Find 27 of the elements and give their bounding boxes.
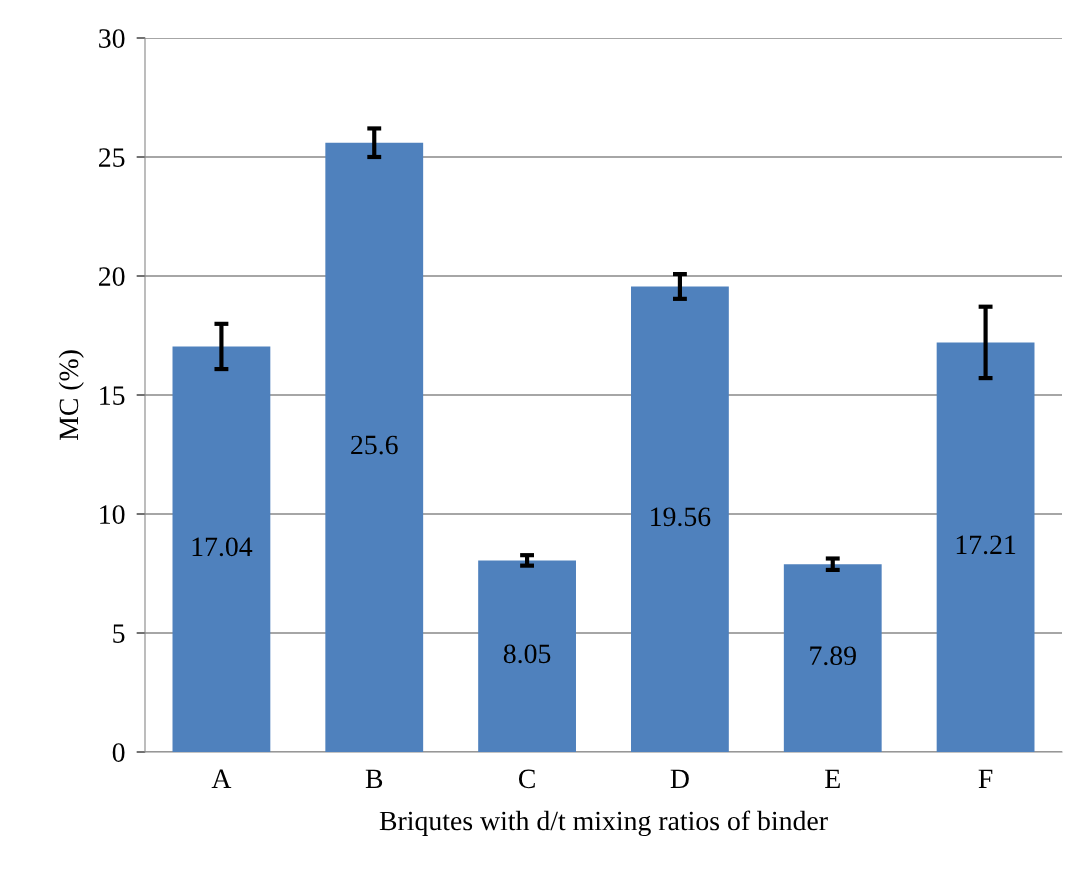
bar bbox=[783, 564, 882, 752]
data-label: 25.6 bbox=[351, 435, 398, 455]
bar bbox=[172, 346, 271, 752]
x-tick-label: D bbox=[670, 769, 689, 788]
y-tick-label: 20 bbox=[99, 267, 125, 286]
data-label: 8.05 bbox=[503, 644, 551, 664]
y-tick-label: 5 bbox=[113, 624, 125, 643]
data-label: 17.04 bbox=[192, 537, 253, 557]
x-tick-label: C bbox=[518, 769, 535, 789]
bar bbox=[478, 560, 576, 752]
y-tick-label: 0 bbox=[112, 743, 125, 762]
bar bbox=[936, 342, 1035, 752]
y-axis-title: MC (%) bbox=[58, 350, 84, 441]
data-label: 19.56 bbox=[651, 507, 711, 527]
x-tick-label: F bbox=[978, 769, 993, 788]
y-tick-label: 30 bbox=[99, 29, 125, 48]
y-tick-label: 10 bbox=[100, 505, 125, 524]
x-tick-label: B bbox=[365, 769, 383, 789]
x-tick-label: A bbox=[211, 769, 232, 788]
y-tick-label: 25 bbox=[99, 148, 125, 167]
data-label: 17.21 bbox=[956, 535, 1016, 555]
data-label: 7.89 bbox=[810, 646, 856, 666]
x-axis-title: Briqutes with d/t mixing ratios of binder bbox=[379, 810, 828, 837]
y-tick-label: 15 bbox=[100, 386, 125, 405]
x-tick-label: E bbox=[825, 769, 840, 788]
bar bbox=[631, 286, 729, 752]
bar bbox=[325, 142, 424, 752]
